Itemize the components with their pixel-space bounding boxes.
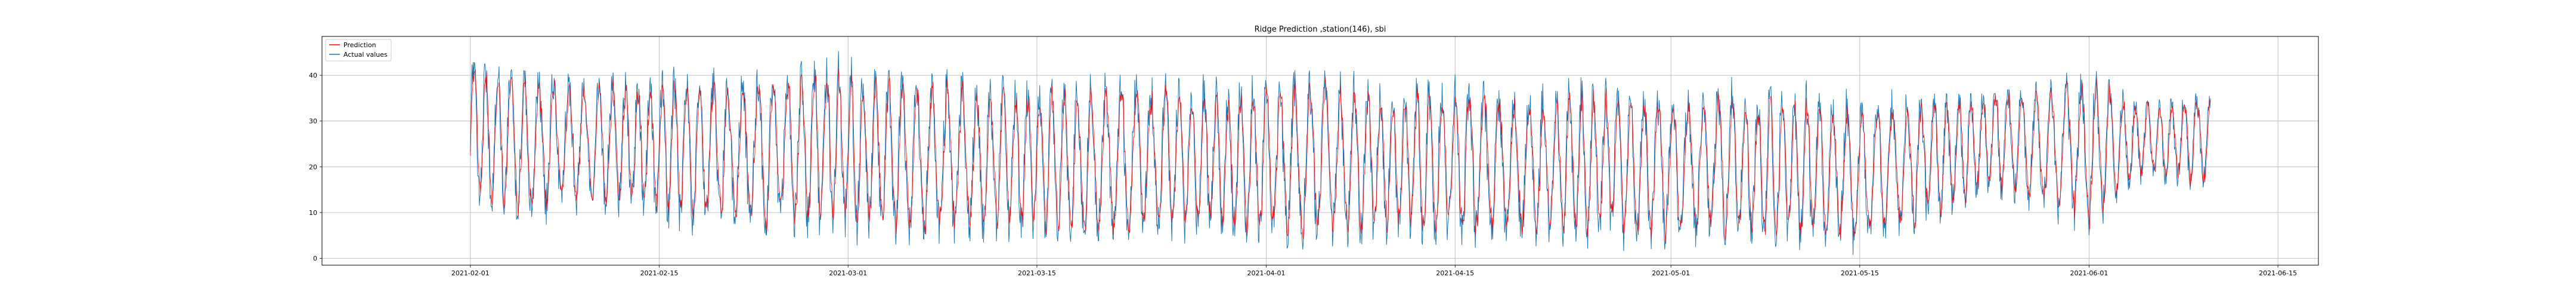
x-tick-label: 2021-03-15 (1018, 269, 1056, 277)
y-tick-label: 30 (309, 118, 317, 125)
y-axis: 0 10 20 30 40 (309, 72, 322, 263)
x-tick-label: 2021-05-15 (1841, 269, 1879, 277)
y-tick-label: 0 (313, 255, 317, 263)
x-tick-label: 2021-02-15 (640, 269, 679, 277)
y-tick-label: 20 (309, 163, 317, 171)
series-prediction (470, 68, 2211, 241)
x-tick-label: 2021-05-01 (1652, 269, 1690, 277)
legend: Prediction Actual values (325, 39, 392, 62)
line-prediction (470, 68, 2211, 241)
x-tick-label: 2021-02-01 (451, 269, 490, 277)
x-tick-label: 2021-04-01 (1247, 269, 1286, 277)
y-tick-label: 40 (309, 72, 317, 79)
plot-area (322, 36, 2318, 265)
plot-frame (321, 36, 2319, 266)
x-tick-label: 2021-06-15 (2259, 269, 2297, 277)
legend-box (325, 39, 392, 62)
y-tick-label: 10 (309, 209, 317, 217)
legend-label-prediction: Prediction (343, 41, 376, 49)
legend-label-actual-values: Actual values (343, 51, 388, 59)
x-tick-label: 2021-04-15 (1436, 269, 1474, 277)
chart-title: Ridge Prediction ,station(146), sbi (1255, 25, 1386, 34)
x-tick-label: 2021-03-01 (829, 269, 867, 277)
x-tick-label: 2021-06-01 (2070, 269, 2108, 277)
x-axis: 2021-02-01 2021-02-15 2021-03-01 2021-03-15… (451, 265, 2297, 277)
